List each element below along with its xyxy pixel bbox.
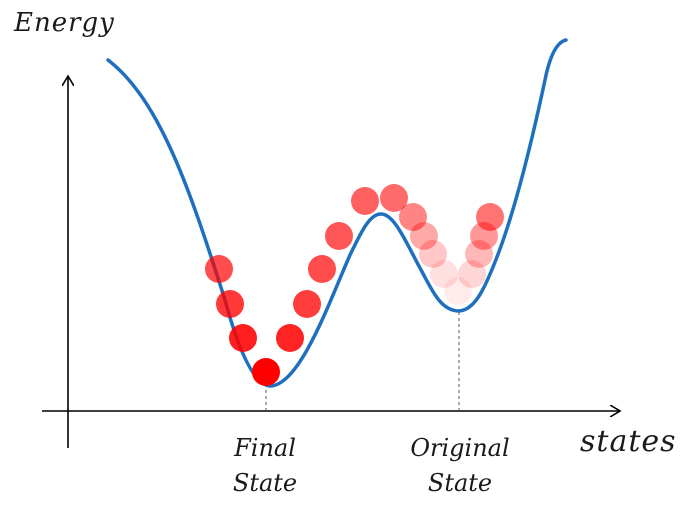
ball — [476, 203, 504, 231]
ball — [399, 203, 427, 231]
ball — [308, 255, 336, 283]
final-state-label-line2: State — [232, 469, 298, 497]
ball — [430, 260, 458, 288]
original-state-label-line1: Original — [410, 434, 510, 462]
ball — [458, 260, 486, 288]
energy-balls — [205, 184, 504, 386]
ball — [229, 324, 257, 352]
final-state-label-line1: Final — [234, 434, 296, 462]
x-axis-label: states — [580, 424, 677, 459]
ball — [252, 358, 280, 386]
ball — [205, 255, 233, 283]
ball — [293, 290, 321, 318]
ball — [351, 187, 379, 215]
y-axis-label: Energy — [14, 8, 115, 38]
ball — [216, 290, 244, 318]
original-state-label-line2: State — [427, 469, 493, 497]
ball — [276, 324, 304, 352]
ball — [444, 277, 472, 305]
ball — [419, 240, 447, 268]
ball — [325, 222, 353, 250]
ball — [410, 222, 438, 250]
ball — [465, 240, 493, 268]
ball — [380, 184, 408, 212]
